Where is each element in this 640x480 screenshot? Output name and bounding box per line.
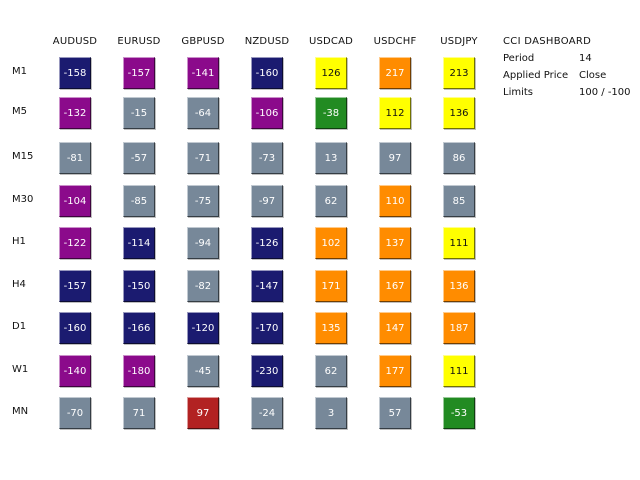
cci-cell-usdcad-m30: 62	[315, 185, 347, 217]
cci-cell-usdcad-m15: 13	[315, 142, 347, 174]
cci-cell-gbpusd-m1: -141	[187, 57, 219, 89]
cci-cell-audusd-m5: -132	[59, 97, 91, 129]
cci-cell-usdjpy-m30: 85	[443, 185, 475, 217]
row-label-h1: H1	[12, 236, 26, 247]
cci-cell-nzdusd-m30: -97	[251, 185, 283, 217]
cci-cell-gbpusd-m15: -71	[187, 142, 219, 174]
cci-cell-usdcad-h1: 102	[315, 227, 347, 259]
cci-cell-usdchf-h1: 137	[379, 227, 411, 259]
cci-cell-usdjpy-m5: 136	[443, 97, 475, 129]
column-header-usdcad: USDCAD	[308, 36, 354, 47]
cci-cell-eurusd-w1: -180	[123, 355, 155, 387]
cci-cell-usdchf-w1: 177	[379, 355, 411, 387]
cci-cell-audusd-d1: -160	[59, 312, 91, 344]
setting-value: 14	[579, 53, 592, 64]
setting-label: Limits	[503, 87, 533, 98]
cci-cell-nzdusd-h1: -126	[251, 227, 283, 259]
cci-cell-audusd-h4: -157	[59, 270, 91, 302]
panel-title: CCI DASHBOARD	[503, 36, 592, 47]
cci-cell-nzdusd-w1: -230	[251, 355, 283, 387]
cci-cell-usdcad-w1: 62	[315, 355, 347, 387]
cci-cell-gbpusd-m5: -64	[187, 97, 219, 129]
column-header-usdjpy: USDJPY	[440, 36, 478, 47]
cci-cell-usdjpy-m1: 213	[443, 57, 475, 89]
cci-cell-usdjpy-w1: 111	[443, 355, 475, 387]
cci-cell-gbpusd-m30: -75	[187, 185, 219, 217]
cci-cell-usdcad-mn: 3	[315, 397, 347, 429]
cci-cell-gbpusd-w1: -45	[187, 355, 219, 387]
cci-cell-nzdusd-m1: -160	[251, 57, 283, 89]
cci-cell-usdcad-d1: 135	[315, 312, 347, 344]
cci-cell-usdchf-m1: 217	[379, 57, 411, 89]
column-header-gbpusd: GBPUSD	[181, 36, 225, 47]
cci-cell-nzdusd-h4: -147	[251, 270, 283, 302]
cci-cell-usdchf-h4: 167	[379, 270, 411, 302]
cci-cell-eurusd-m15: -57	[123, 142, 155, 174]
cci-cell-usdcad-m1: 126	[315, 57, 347, 89]
cci-cell-usdjpy-h1: 111	[443, 227, 475, 259]
column-header-audusd: AUDUSD	[52, 36, 98, 47]
row-label-mn: MN	[12, 406, 29, 417]
row-label-m5: M5	[12, 106, 27, 117]
cci-cell-usdjpy-m15: 86	[443, 142, 475, 174]
cci-cell-gbpusd-h4: -82	[187, 270, 219, 302]
cci-cell-gbpusd-d1: -120	[187, 312, 219, 344]
cci-cell-usdchf-m15: 97	[379, 142, 411, 174]
cci-cell-gbpusd-mn: 97	[187, 397, 219, 429]
cci-cell-usdchf-m5: 112	[379, 97, 411, 129]
cci-cell-eurusd-m30: -85	[123, 185, 155, 217]
cci-cell-audusd-w1: -140	[59, 355, 91, 387]
cci-cell-nzdusd-d1: -170	[251, 312, 283, 344]
cci-cell-audusd-h1: -122	[59, 227, 91, 259]
cci-cell-usdcad-m5: -38	[315, 97, 347, 129]
row-label-m30: M30	[12, 194, 34, 205]
cci-cell-eurusd-h1: -114	[123, 227, 155, 259]
cci-cell-eurusd-h4: -150	[123, 270, 155, 302]
cci-cell-nzdusd-mn: -24	[251, 397, 283, 429]
cci-cell-usdjpy-d1: 187	[443, 312, 475, 344]
row-label-w1: W1	[12, 364, 29, 375]
row-label-m1: M1	[12, 66, 27, 77]
cci-cell-usdjpy-h4: 136	[443, 270, 475, 302]
cci-cell-usdchf-d1: 147	[379, 312, 411, 344]
cci-cell-eurusd-m5: -15	[123, 97, 155, 129]
cci-cell-eurusd-m1: -157	[123, 57, 155, 89]
setting-value: 100 / -100	[579, 87, 631, 98]
cci-cell-eurusd-d1: -166	[123, 312, 155, 344]
column-header-usdchf: USDCHF	[373, 36, 417, 47]
cci-cell-audusd-m30: -104	[59, 185, 91, 217]
cci-cell-nzdusd-m5: -106	[251, 97, 283, 129]
cci-cell-usdchf-m30: 110	[379, 185, 411, 217]
setting-label: Period	[503, 53, 535, 64]
cci-cell-nzdusd-m15: -73	[251, 142, 283, 174]
row-label-m15: M15	[12, 151, 34, 162]
cci-cell-usdchf-mn: 57	[379, 397, 411, 429]
cci-cell-audusd-mn: -70	[59, 397, 91, 429]
cci-cell-gbpusd-h1: -94	[187, 227, 219, 259]
cci-cell-usdcad-h4: 171	[315, 270, 347, 302]
row-label-h4: H4	[12, 279, 26, 290]
setting-value: Close	[579, 70, 607, 81]
column-header-nzdusd: NZDUSD	[244, 36, 290, 47]
row-label-d1: D1	[12, 321, 27, 332]
cci-cell-audusd-m1: -158	[59, 57, 91, 89]
column-header-eurusd: EURUSD	[117, 36, 161, 47]
cci-cell-usdjpy-mn: -53	[443, 397, 475, 429]
cci-cell-audusd-m15: -81	[59, 142, 91, 174]
cci-cell-eurusd-mn: 71	[123, 397, 155, 429]
setting-label: Applied Price	[503, 70, 569, 81]
